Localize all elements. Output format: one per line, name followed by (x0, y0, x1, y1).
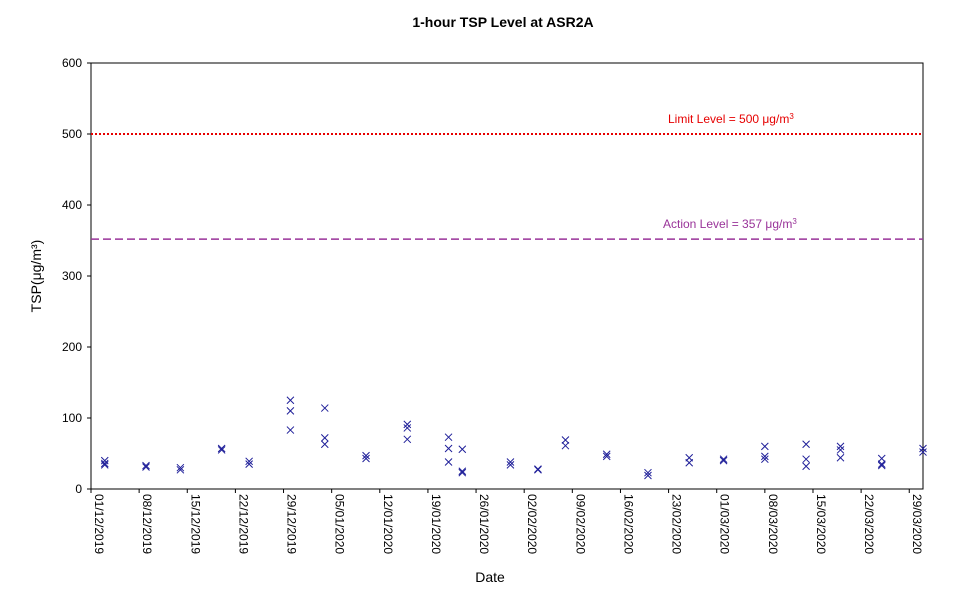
x-tick-label: 02/02/2020 (525, 494, 539, 554)
x-tick-label: 09/02/2020 (573, 494, 587, 554)
data-point-marker (444, 433, 453, 442)
data-point-marker (320, 404, 329, 412)
chart-title: 1-hour TSP Level at ASR2A (412, 14, 593, 30)
data-point-marker (919, 448, 927, 456)
data-point-marker (176, 463, 185, 472)
data-point-marker (644, 468, 652, 477)
data-point-marker (877, 461, 886, 470)
data-point-marker (602, 450, 611, 459)
data-point-marker (444, 444, 453, 453)
data-point-marker (458, 467, 467, 476)
data-point-marker (836, 446, 845, 454)
data-point-marker (286, 426, 295, 434)
x-tick-label: 22/12/2019 (236, 494, 250, 554)
data-point-marker (534, 465, 542, 473)
data-point-marker (506, 458, 515, 466)
data-point-marker (877, 454, 886, 463)
x-tick-label: 05/01/2020 (333, 494, 347, 554)
data-point-marker (760, 452, 769, 461)
data-point-marker (100, 459, 109, 468)
y-tick-label: 0 (75, 482, 82, 496)
data-point-marker (719, 455, 728, 464)
limit-level-label: Limit Level = 500 μg/m3 (668, 112, 794, 127)
data-point-marker (602, 452, 611, 461)
x-tick-label: 15/12/2019 (188, 494, 202, 554)
plot-area (90, 62, 924, 490)
y-tick-label: 200 (62, 340, 82, 354)
x-tick-label: 19/01/2020 (429, 494, 443, 554)
x-tick-label: 22/03/2020 (862, 494, 876, 554)
y-axis-ticks: 0 100 200 300 400 500 600 (62, 56, 91, 496)
x-tick-label: 01/03/2020 (718, 494, 732, 554)
x-tick-label: 12/01/2020 (381, 494, 395, 554)
data-point-marker (403, 424, 412, 432)
x-tick-label: 23/02/2020 (670, 494, 684, 554)
x-tick-label: 08/12/2019 (140, 494, 154, 554)
y-tick-label: 100 (62, 411, 82, 425)
data-point-marker (561, 441, 570, 450)
x-tick-label: 29/03/2020 (910, 494, 924, 554)
data-point-marker (444, 458, 453, 466)
data-point-marker (142, 461, 150, 470)
data-point-marker (245, 460, 254, 469)
data-point-marker (458, 445, 467, 454)
data-point-marker (362, 451, 370, 460)
data-point-marker (286, 396, 295, 405)
data-point-marker (217, 444, 226, 453)
x-axis-ticks: 01/12/2019 08/12/2019 15/12/2019 22/12/2019… (90, 489, 924, 554)
data-point-marker (719, 456, 728, 465)
data-point-marker (877, 460, 886, 469)
x-axis-label: Date (475, 569, 505, 585)
data-point-marker (320, 440, 329, 449)
data-point-marker (836, 442, 845, 451)
data-point-marker (760, 455, 769, 464)
data-point-marker (506, 461, 515, 469)
data-markers (100, 396, 927, 480)
x-tick-label: 29/12/2019 (285, 494, 299, 554)
data-point-marker (458, 468, 467, 477)
data-point-marker (100, 461, 109, 469)
x-tick-label: 16/02/2020 (621, 494, 635, 554)
x-tick-label: 08/03/2020 (766, 494, 780, 554)
x-tick-label: 26/01/2020 (477, 494, 491, 554)
y-tick-label: 500 (62, 127, 82, 141)
data-point-marker (245, 457, 254, 466)
x-tick-label: 01/12/2019 (92, 494, 106, 554)
data-point-marker (286, 407, 295, 415)
data-point-marker (644, 471, 652, 480)
data-point-marker (802, 440, 810, 449)
data-point-marker (534, 465, 542, 474)
y-tick-label: 600 (62, 56, 82, 70)
data-point-marker (802, 455, 810, 464)
data-point-marker (760, 442, 769, 451)
data-point-marker (176, 465, 185, 474)
data-point-marker (403, 435, 412, 444)
reference-lines: Limit Level = 500 μg/m3 Action Level = 35… (91, 112, 923, 240)
y-tick-label: 400 (62, 198, 82, 212)
data-point-marker (142, 463, 150, 471)
action-level-label: Action Level = 357 μg/m3 (663, 217, 797, 232)
data-point-marker (685, 458, 694, 467)
data-point-marker (362, 454, 370, 463)
x-tick-label: 15/03/2020 (814, 494, 828, 554)
data-point-marker (919, 444, 927, 453)
data-point-marker (217, 446, 226, 454)
y-axis-label: TSP(μg/m³) (28, 240, 44, 313)
y-tick-label: 300 (62, 269, 82, 283)
data-point-marker (561, 436, 570, 444)
data-point-marker (802, 462, 810, 471)
data-point-marker (320, 434, 329, 442)
data-point-marker (836, 453, 845, 462)
data-point-marker (403, 420, 412, 429)
